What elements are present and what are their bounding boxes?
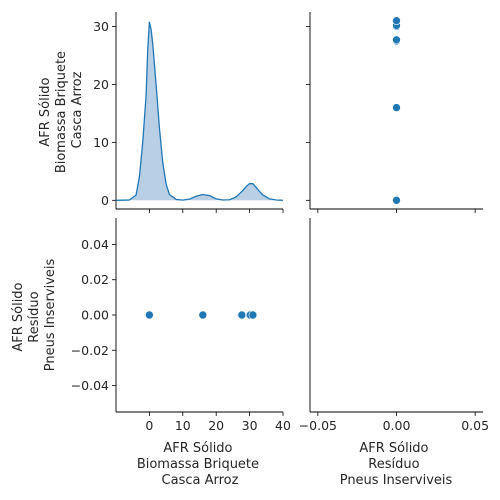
y-tick-label: 0	[101, 193, 109, 208]
scatter-point	[248, 310, 258, 320]
scatter-point	[198, 310, 208, 320]
y-tick-label: 30	[93, 19, 109, 34]
y-label-line: Resíduo	[27, 291, 42, 342]
x-tick-label: −0.05	[299, 418, 337, 433]
tick-marks	[112, 26, 476, 416]
top-left-y-label: AFR Sólido Biomassa Briquete Casca Arroz	[38, 47, 85, 173]
scatter-point	[145, 310, 154, 320]
bottom-left-x-label: AFR Sólido Biomassa Briquete Casca Arroz	[137, 441, 263, 488]
scatter-point	[392, 103, 401, 112]
y-tick-label: −0.02	[71, 343, 109, 358]
x-label-line: AFR Sólido	[359, 441, 428, 456]
scatter-point	[392, 196, 401, 205]
top-right-scatter-points	[392, 16, 401, 205]
y-label-line: Pneus Inserviveis	[43, 258, 58, 371]
y-label-line: Biomassa Briquete	[54, 51, 69, 173]
x-label-line: Casca Arroz	[162, 473, 239, 488]
x-label-line: AFR Sólido	[163, 441, 232, 456]
bottom-left-scatter-points	[145, 310, 258, 320]
tick-labels: 0 10 20 30 0.04 0.02 0.00 −0.02 −0.04 0 10 20 30 40 −0…	[71, 19, 489, 433]
y-tick-label: −0.04	[71, 378, 109, 393]
bottom-right-x-label: AFR Sólido Resíduo Pneus Inserviveis	[340, 441, 453, 488]
y-tick-label: 0.02	[81, 272, 109, 287]
y-tick-label: 10	[93, 135, 109, 150]
x-tick-label: 0	[145, 418, 153, 433]
y-tick-label: 0.04	[81, 237, 109, 252]
y-label-line: AFR Sólido	[38, 77, 53, 146]
kde-fill	[116, 21, 283, 201]
x-tick-label: 0.05	[461, 418, 489, 433]
x-tick-label: 30	[242, 418, 258, 433]
y-label-line: AFR Sólido	[11, 282, 26, 351]
scatter-point	[392, 35, 401, 45]
y-tick-label: 20	[93, 77, 109, 92]
x-tick-label: 20	[208, 418, 224, 433]
bottom-left-y-label: AFR Sólido Resíduo Pneus Inserviveis	[11, 258, 58, 371]
y-tick-label: 0.00	[81, 308, 109, 323]
kde-line	[115, 21, 284, 201]
x-tick-label: 0.00	[383, 418, 411, 433]
x-label-line: Pneus Inserviveis	[340, 473, 453, 488]
x-label-line: Biomassa Briquete	[137, 457, 259, 472]
x-tick-label: 40	[275, 418, 291, 433]
scatter-point	[237, 310, 247, 320]
kde-panel	[115, 21, 284, 201]
y-label-line: Casca Arroz	[70, 71, 85, 148]
scatter-point	[392, 16, 401, 25]
x-label-line: Resíduo	[368, 457, 419, 472]
axes-spines	[115, 12, 483, 413]
x-tick-label: 10	[175, 418, 191, 433]
